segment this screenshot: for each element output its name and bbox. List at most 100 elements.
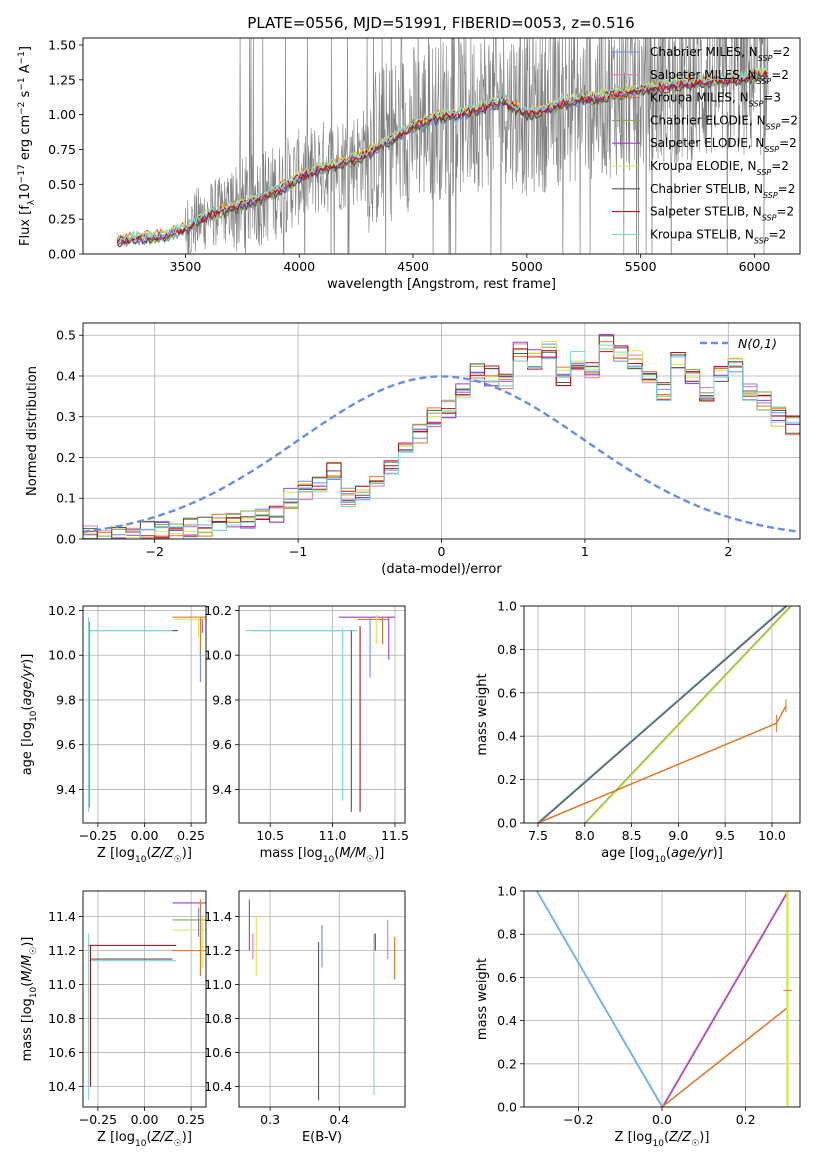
x-axis-label: age [log10(age/yr)] (601, 846, 723, 865)
x-axis-label: wavelength [Angstrom, rest frame] (327, 277, 556, 292)
y-tick-label: 0.50 (48, 177, 76, 192)
y-tick-label: 10.2 (48, 603, 76, 618)
y-axis-label: Flux [fλ10−17 erg cm−2 s−1 A−1] (17, 46, 37, 246)
label-part: Z/Z (668, 1130, 692, 1145)
axes-frame (82, 605, 207, 824)
legend-part: Chabrier STELIB, N (650, 182, 763, 196)
label-part: ( (334, 846, 339, 861)
plot-area (116, 38, 769, 254)
label-part: ☉ (366, 855, 374, 865)
y-tick-label: 0.0 (56, 532, 76, 547)
y-tick-label: 9.4 (56, 782, 76, 797)
y-tick-label: 0.0 (497, 1100, 517, 1115)
y-axis-label: age [log10(age/yr)] (20, 654, 39, 776)
panel-mass-weight-vs-Z: −0.2 0.0 0.2 0.0 0.2 0.4 0.6 0.8 1.0 Z [log10(Z/Z… (475, 884, 801, 1149)
y-tick-label: 0.2 (497, 1056, 517, 1071)
legend-part: =2 (776, 205, 794, 219)
label-part: age/yr (671, 846, 714, 861)
label-part: 10 (29, 710, 39, 722)
x-tick-label: 0.2 (736, 1112, 756, 1127)
residual-histogram (83, 334, 800, 539)
label-part: ( (146, 846, 151, 861)
label-part: ( (20, 706, 35, 711)
x-axis-label: E(B-V) (302, 1130, 342, 1145)
label-part: )] (20, 937, 35, 947)
axes-frame (82, 37, 801, 255)
label-part: erg cm (18, 115, 33, 164)
gaussian-curve (83, 375, 798, 534)
y-tick-label: 11.2 (48, 943, 76, 958)
label-part: 10 (29, 986, 39, 998)
label-part: Z/Z (151, 1130, 175, 1145)
plot-area (239, 606, 405, 823)
x-tick-label: 5500 (625, 259, 657, 274)
y-tick-label: 0.25 (48, 212, 76, 227)
legend-label: Kroupa ELODIE, NSSP=2 (650, 159, 789, 177)
x-tick-label: −0.25 (79, 1112, 117, 1127)
x-axis-label: Z [log10(Z/Z☉)] (97, 846, 192, 865)
legend-label: N(0,1) (738, 336, 777, 351)
legend-part: SSP (757, 76, 772, 85)
mass-weight-line (535, 891, 663, 1107)
observed-spectrum (116, 38, 769, 254)
y-axis-label: mass [log10(M/M☉)] (20, 937, 39, 1062)
y-tick-label: 0.75 (48, 142, 76, 157)
label-part: Z [log (97, 1130, 135, 1145)
x-tick-label: −0.25 (79, 828, 117, 843)
panel-mass-vs-EBV: 0.3 0.4 10.4 10.6 10.8 11.0 11.2 11.4 E(B-V) (204, 890, 406, 1145)
y-tick-label: 0.1 (56, 491, 76, 506)
x-tick-label: 9.5 (715, 828, 735, 843)
y-tick-label: 11.0 (204, 977, 232, 992)
x-tick-label: 11.0 (319, 828, 347, 843)
label-part: )] (20, 654, 35, 664)
y-tick-label: 1.25 (48, 72, 76, 87)
label-part: Z/Z (151, 846, 175, 861)
mass-weight-line (585, 606, 793, 823)
x-axis-label: Z [log10(Z/Z☉)] (97, 1130, 192, 1149)
legend-part: =3 (763, 91, 781, 105)
y-tick-label: 0.6 (497, 970, 517, 985)
y-tick-label: 0.2 (497, 772, 517, 787)
x-tick-label: 6000 (739, 259, 771, 274)
x-tick-label: 0.4 (329, 1112, 349, 1127)
panel-spectrum: 3500 4000 4500 5000 5500 6000 0.00 0.25 0.50 0.75… (17, 37, 801, 292)
y-tick-label: 9.4 (212, 782, 232, 797)
y-tick-label: 10.8 (204, 1011, 232, 1026)
x-tick-label: 0.0 (652, 1112, 672, 1127)
x-tick-label: 7.5 (528, 828, 548, 843)
legend-part: SSP (757, 168, 772, 177)
legend-part: Kroupa STELIB, N (650, 227, 754, 241)
y-tick-label: 1.0 (497, 884, 517, 899)
y-tick-label: 0.4 (497, 729, 517, 744)
x-tick-label: 2 (724, 544, 732, 559)
x-tick-label: 0.3 (260, 1112, 280, 1127)
legend-label: Chabrier STELIB, NSSP=2 (650, 182, 795, 200)
legend-part: Chabrier ELODIE, N (650, 113, 766, 127)
legend-part: SSP (764, 145, 779, 154)
panel-mass-vs-Z: −0.25 0.00 0.25 10.4 10.6 10.8 11.0 11.2 11.4 Z [… (20, 890, 207, 1149)
axes-frame (238, 890, 406, 1108)
label-part: Z [log (97, 846, 135, 861)
y-tick-label: 0.8 (497, 927, 517, 942)
mass-weight-line (536, 891, 664, 1107)
y-tick-label: 9.8 (212, 692, 232, 707)
x-tick-label: 0.00 (131, 1112, 159, 1127)
legend-part: =2 (780, 113, 798, 127)
label-part: age/yr (20, 662, 35, 705)
y-tick-label: 11.2 (204, 943, 232, 958)
x-tick-label: −2 (145, 544, 163, 559)
x-tick-label: 3500 (170, 259, 202, 274)
label-part: ☉ (174, 855, 182, 865)
plot-area (83, 323, 800, 539)
label-part: s (18, 90, 33, 101)
y-tick-label: 10.2 (204, 603, 232, 618)
x-tick-label: 11.5 (381, 828, 409, 843)
residual-histogram (83, 335, 800, 539)
label-part: −1 (17, 77, 27, 90)
y-tick-label: 11.0 (48, 977, 76, 992)
x-tick-label: 0.00 (131, 828, 159, 843)
x-axis-label: Z [log10(Z/Z☉)] (615, 1130, 710, 1149)
legend-part: SSP (749, 99, 764, 108)
y-tick-label: 10.0 (204, 648, 232, 663)
